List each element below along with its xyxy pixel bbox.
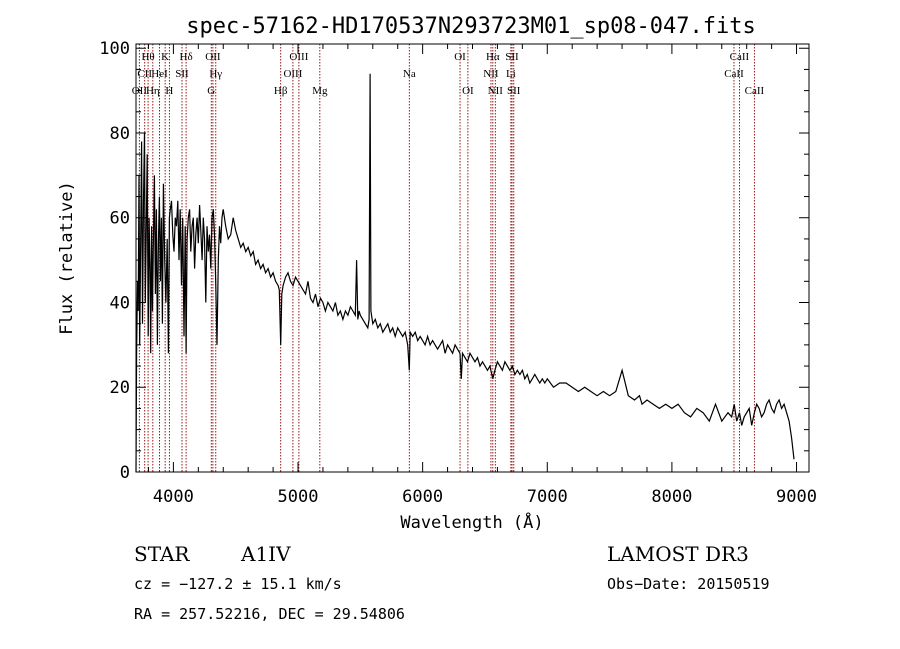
- y-tick-label: 40: [110, 293, 130, 313]
- y-tick-label: 100: [99, 39, 130, 59]
- line-label: NII: [488, 85, 504, 97]
- line-label: SII: [175, 68, 189, 80]
- line-label: Li: [506, 68, 516, 80]
- observation-date: Obs−Date: 20150519: [607, 575, 770, 593]
- line-label: Hδ: [180, 51, 193, 63]
- line-label: CaII: [724, 68, 744, 80]
- line-label: Hα: [486, 51, 500, 63]
- x-axis-label: Wavelength (Å): [400, 511, 543, 533]
- sky-coordinates: RA = 257.52216, DEC = 29.54806: [134, 605, 405, 623]
- y-tick-label: 80: [110, 124, 130, 144]
- x-axis-ticks: 4000 5000 6000 7000 8000 9000: [147, 44, 817, 507]
- x-tick-label: 7000: [527, 487, 568, 507]
- y-tick-label: 20: [110, 378, 130, 398]
- survey-name: LAMOST DR3: [607, 542, 749, 566]
- line-label: OI: [454, 51, 466, 63]
- line-label: HeI: [151, 68, 168, 80]
- spectral-line-labels: Hθ K Hδ OII OIII OI Hα SII CaII CII HeI SII Hγ OIII Na…: [132, 51, 765, 97]
- line-label: K: [161, 51, 169, 63]
- line-label: SII: [507, 85, 521, 97]
- object-subclass: A1IV: [240, 542, 291, 566]
- line-label: Hθ: [141, 51, 154, 63]
- x-tick-label: 4000: [153, 487, 194, 507]
- line-label: Hη: [146, 85, 160, 97]
- spectrum-line: [135, 73, 795, 473]
- x-tick-label: 5000: [278, 487, 319, 507]
- x-tick-label: 8000: [651, 487, 692, 507]
- plot-frame: [135, 43, 810, 473]
- object-class: STAR: [134, 542, 190, 566]
- chart-title: spec-57162-HD170537N293723M01_sp08-047.f…: [186, 14, 756, 39]
- redshift-velocity: cz = −127.2 ± 15.1 km/s: [134, 575, 342, 593]
- y-axis-ticks: 0 20 40 60 80 100: [99, 39, 809, 483]
- line-label: SII: [505, 51, 519, 63]
- line-label: CaII: [745, 85, 765, 97]
- y-axis-label: Flux (relative): [57, 181, 77, 335]
- line-label: Mg: [312, 85, 328, 97]
- x-tick-label: 9000: [776, 487, 817, 507]
- y-tick-label: 60: [110, 209, 130, 229]
- line-label: CaII: [730, 51, 750, 63]
- spectral-line-markers: [138, 44, 755, 472]
- line-label: G: [207, 85, 215, 97]
- line-label: NII: [483, 68, 499, 80]
- x-tick-label: 6000: [402, 487, 443, 507]
- line-label: OIII: [283, 68, 302, 80]
- line-label: OIII: [289, 51, 308, 63]
- line-label: OI: [462, 85, 474, 97]
- line-label: OII: [205, 51, 221, 63]
- line-label: Na: [403, 68, 416, 80]
- y-tick-label: 0: [120, 463, 130, 483]
- line-label: Hγ: [209, 68, 222, 80]
- line-label: CII: [137, 68, 152, 80]
- line-label: Hβ: [274, 85, 288, 97]
- line-label: H: [165, 85, 173, 97]
